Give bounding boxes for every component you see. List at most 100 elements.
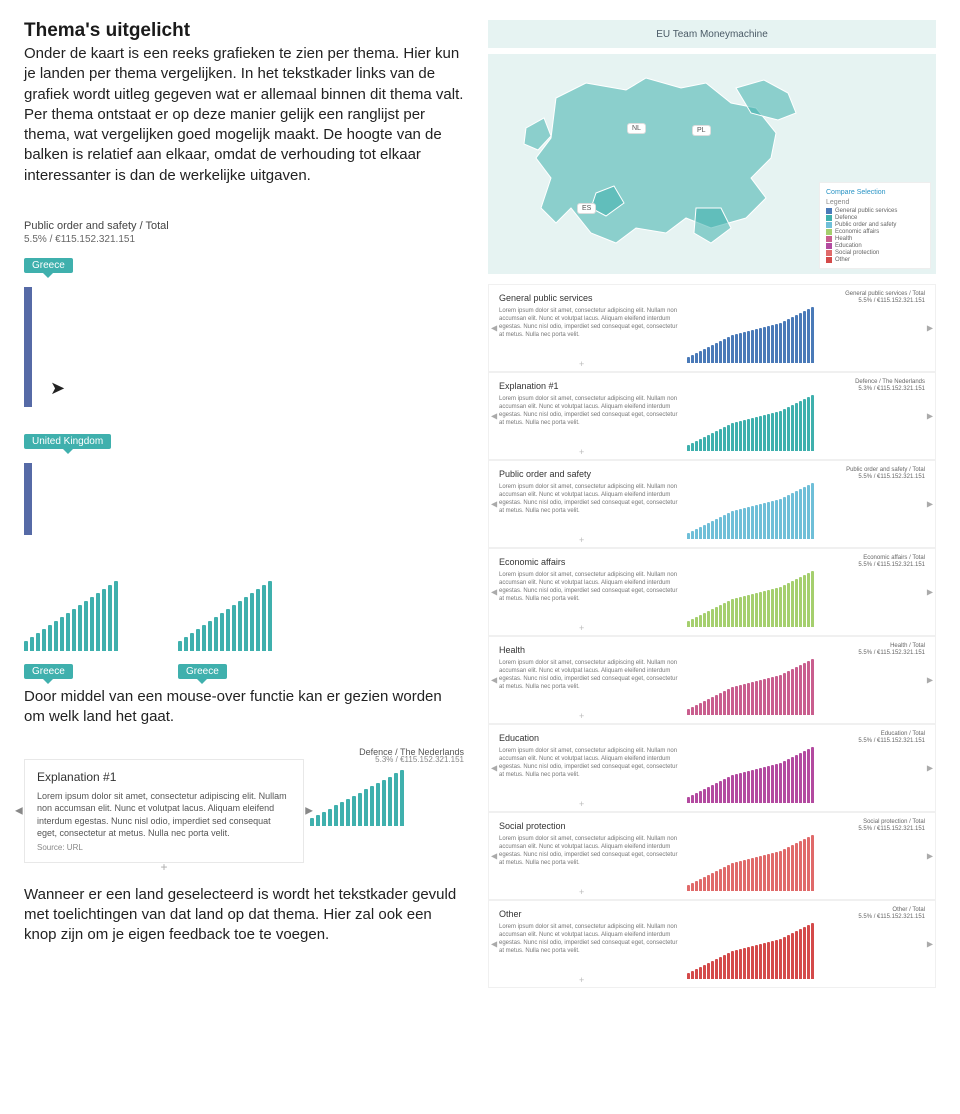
theme-title: Social protection	[499, 821, 679, 831]
theme-meta: Public order and safety / Total5.5% / €1…	[846, 467, 925, 481]
explanation-source: Source: URL	[37, 843, 291, 852]
legend-item[interactable]: Social protection	[826, 250, 924, 256]
chip-greece-2[interactable]: Greece	[178, 664, 227, 679]
theme-prev-icon[interactable]: ◀	[491, 676, 497, 685]
theme-lorem: Lorem ipsum dolor sit amet, consectetur …	[499, 659, 679, 691]
theme-prev-icon[interactable]: ◀	[491, 764, 497, 773]
section-heading: Thema's uitgelicht	[24, 20, 464, 42]
theme-meta: Education / Total5.5% / €115.152.321.151	[858, 731, 925, 745]
nav-next-icon[interactable]: ▶	[305, 806, 313, 817]
theme-title: Other	[499, 909, 679, 919]
theme-prev-icon[interactable]: ◀	[491, 588, 497, 597]
nav-prev-icon[interactable]: ◀	[15, 806, 23, 817]
theme-bars	[687, 659, 925, 715]
theme-bars	[687, 483, 925, 539]
map-label-pl[interactable]: PL	[693, 126, 710, 135]
theme-prev-icon[interactable]: ◀	[491, 852, 497, 861]
theme-next-icon[interactable]: ▶	[927, 412, 933, 421]
chart-sub: 5.5% / €115.152.321.151	[24, 234, 464, 245]
theme-add-icon[interactable]: +	[579, 711, 584, 721]
legend-compare[interactable]: Compare Selection	[826, 189, 924, 196]
legend-item[interactable]: Education	[826, 243, 924, 249]
chip-greece-1[interactable]: Greece	[24, 664, 73, 679]
theme-meta: Other / Total5.5% / €115.152.321.151	[858, 907, 925, 921]
theme-title: General public services	[499, 293, 679, 303]
explanation-body: Lorem ipsum dolor sit amet, consectetur …	[37, 790, 291, 839]
theme-add-icon[interactable]: +	[579, 887, 584, 897]
theme-meta: Defence / The Nederlands5.3% / €115.152.…	[855, 379, 925, 393]
add-feedback-icon[interactable]: +	[160, 860, 167, 874]
bar-greece	[24, 287, 32, 407]
theme-next-icon[interactable]: ▶	[927, 764, 933, 773]
theme-card: General public services Lorem ipsum dolor…	[488, 284, 936, 372]
theme-add-icon[interactable]: +	[579, 623, 584, 633]
theme-next-icon[interactable]: ▶	[927, 940, 933, 949]
theme-title: Explanation #1	[499, 381, 679, 391]
legend-item[interactable]: Other	[826, 257, 924, 263]
theme-title: Economic affairs	[499, 557, 679, 567]
legend-item[interactable]: Public order and safety	[826, 222, 924, 228]
bar-uk	[24, 463, 32, 535]
country-chip-uk[interactable]: United Kingdom	[24, 434, 111, 449]
paragraph-2: Door middel van een mouse-over functie k…	[24, 687, 464, 728]
paired-ascending-charts: Greece Greece	[24, 581, 464, 679]
theme-card: Education Lorem ipsum dolor sit amet, con…	[488, 724, 936, 812]
theme-prev-icon[interactable]: ◀	[491, 500, 497, 509]
explanation-bars	[310, 770, 464, 826]
paragraph-1: Onder de kaart is een reeks grafieken te…	[24, 44, 464, 186]
country-chip-greece[interactable]: Greece	[24, 258, 73, 273]
legend-item[interactable]: Health	[826, 236, 924, 242]
theme-bars	[687, 307, 925, 363]
theme-next-icon[interactable]: ▶	[927, 588, 933, 597]
theme-lorem: Lorem ipsum dolor sit amet, consectetur …	[499, 483, 679, 515]
theme-lorem: Lorem ipsum dolor sit amet, consectetur …	[499, 835, 679, 867]
legend-item[interactable]: General public services	[826, 208, 924, 214]
theme-meta: Economic affairs / Total5.5% / €115.152.…	[858, 555, 925, 569]
theme-next-icon[interactable]: ▶	[927, 324, 933, 333]
theme-add-icon[interactable]: +	[579, 359, 584, 369]
theme-next-icon[interactable]: ▶	[927, 852, 933, 861]
theme-next-icon[interactable]: ▶	[927, 676, 933, 685]
theme-lorem: Lorem ipsum dolor sit amet, consectetur …	[499, 307, 679, 339]
legend-title: Legend	[826, 199, 924, 206]
theme-prev-icon[interactable]: ◀	[491, 940, 497, 949]
map-legend: Compare Selection Legend General public …	[820, 183, 930, 268]
theme-title: Education	[499, 733, 679, 743]
theme-lorem: Lorem ipsum dolor sit amet, consectetur …	[499, 747, 679, 779]
explanation-meta-sub: 5.3% / €115.152.321.151	[310, 755, 464, 764]
theme-add-icon[interactable]: +	[579, 535, 584, 545]
theme-bars	[687, 835, 925, 891]
theme-add-icon[interactable]: +	[579, 975, 584, 985]
theme-bars	[687, 571, 925, 627]
ascending-bars-2	[178, 581, 272, 651]
theme-meta: Health / Total5.5% / €115.152.321.151	[858, 643, 925, 657]
explanation-card: ◀ ▶ Explanation #1 Lorem ipsum dolor sit…	[24, 759, 304, 863]
theme-prev-icon[interactable]: ◀	[491, 412, 497, 421]
ascending-bars-1	[24, 581, 118, 651]
theme-bars	[687, 923, 925, 979]
theme-card: Economic affairsLorem ipsum dolor sit am…	[488, 548, 936, 636]
chart-meta: Public order and safety / Total	[24, 220, 464, 232]
theme-title: Public order and safety	[499, 469, 679, 479]
cursor-icon: ➤	[50, 378, 65, 399]
theme-add-icon[interactable]: +	[579, 447, 584, 457]
theme-card: Explanation #1Lorem ipsum dolor sit amet…	[488, 372, 936, 460]
europe-map[interactable]: NL PL ES Compare Selection Legend Genera…	[488, 54, 936, 274]
theme-card: Public order and safety Lorem ipsum dolor…	[488, 460, 936, 548]
theme-meta: General public services / Total5.5% / €1…	[845, 291, 925, 305]
theme-next-icon[interactable]: ▶	[927, 500, 933, 509]
theme-bars	[687, 747, 925, 803]
theme-add-icon[interactable]: +	[579, 799, 584, 809]
map-label-es[interactable]: ES	[578, 204, 595, 213]
map-label-nl[interactable]: NL	[628, 124, 645, 133]
tooltip-chart-example-1: Public order and safety / Total 5.5% / €…	[24, 220, 464, 535]
explanation-title: Explanation #1	[37, 770, 291, 784]
legend-item[interactable]: Defence	[826, 215, 924, 221]
theme-card: Other Lorem ipsum dolor sit amet, consect…	[488, 900, 936, 988]
legend-item[interactable]: Economic affairs	[826, 229, 924, 235]
theme-title: Health	[499, 645, 679, 655]
paragraph-3: Wanneer er een land geselecteerd is word…	[24, 885, 464, 946]
dashboard-title: EU Team Moneymachine	[488, 20, 936, 48]
theme-prev-icon[interactable]: ◀	[491, 324, 497, 333]
theme-lorem: Lorem ipsum dolor sit amet, consectetur …	[499, 923, 679, 955]
